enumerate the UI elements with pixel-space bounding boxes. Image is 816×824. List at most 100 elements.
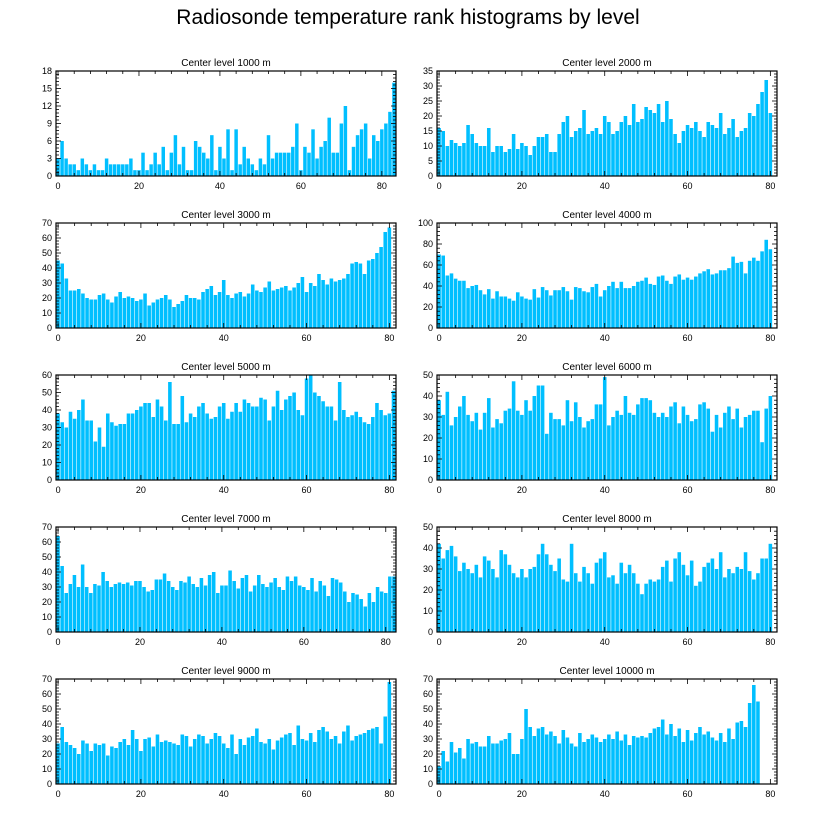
panel-4: Center level 4000 m 0 20 40 60 80 100 0 20 40 60 80 [418,210,778,343]
histogram-bar [528,410,532,480]
histogram-bar [702,137,706,176]
histogram-bar [623,573,628,632]
histogram-bar [515,577,520,632]
histogram-bar [673,736,677,784]
histogram-bar [557,558,561,632]
histogram-bar [723,134,727,176]
histogram-bar [631,104,636,176]
histogram-bar [383,415,388,480]
histogram-bar [254,170,259,176]
histogram-bar [68,164,72,176]
histogram-bar [594,128,599,176]
histogram-bar [176,424,180,480]
x-tick-label: 40 [600,181,610,191]
histogram-bar [602,290,607,328]
histogram-bar [177,164,182,176]
histogram-bar [110,302,114,328]
histogram-bar [300,739,305,784]
histogram-bar [615,131,619,176]
histogram-bar [540,727,545,784]
histogram-bar [652,581,657,632]
histogram-bar [648,110,653,176]
histogram-bar [760,558,764,632]
histogram-bar [677,143,682,176]
histogram-bar [735,722,740,784]
histogram-bar [387,682,392,784]
histogram-bar [660,275,665,328]
histogram-bar [242,296,247,328]
panel-title: Center level 9000 m [181,666,271,677]
histogram-bar [549,731,553,784]
histogram-bar [491,298,495,328]
histogram-bar [458,146,462,176]
x-tick-label: 0 [437,333,442,343]
histogram-bar [594,737,599,784]
histogram-bar [511,134,516,176]
y-tick-label: 10 [42,764,52,774]
y-tick-label: 0 [428,475,433,485]
histogram-bar [267,281,272,328]
histogram-bar [619,740,624,784]
histogram-bar [752,685,756,784]
histogram-bar [727,406,731,480]
x-tick-label: 40 [219,333,229,343]
y-tick-label: 10 [42,612,52,622]
histogram-bar [130,298,135,328]
histogram-bar [611,281,615,328]
histogram-bar [293,576,298,632]
histogram-bar [627,125,632,176]
histogram-bar [764,558,769,632]
histogram-bar [159,406,164,480]
histogram-bar [188,746,193,784]
histogram-bar [565,291,570,328]
histogram-bar [226,295,230,328]
histogram-bar [441,751,445,784]
histogram-bar [437,543,441,632]
histogram-bar [234,754,238,784]
histogram-bar [478,577,483,632]
histogram-bar [176,304,180,328]
histogram-bar [470,286,474,328]
histogram-bar [739,427,744,480]
histogram-bar [453,143,458,176]
y-tick-label: 5 [428,156,433,166]
histogram-bar [507,149,512,176]
x-tick-label: 60 [296,181,306,191]
histogram-bar [101,743,106,784]
histogram-bar [234,293,238,328]
histogram-bar [296,283,301,328]
y-tick-label: 70 [42,522,52,532]
histogram-bar [337,743,342,784]
histogram-bar [532,289,537,328]
histogram-bar [760,92,764,176]
histogram-bar [334,579,339,632]
histogram-bar [532,566,537,632]
x-tick-label: 40 [217,637,227,647]
histogram-bar [150,590,155,632]
histogram-bar [64,427,69,480]
histogram-bar [586,421,590,480]
histogram-bar [180,396,185,480]
x-tick-label: 60 [299,637,309,647]
histogram-bar [698,273,702,328]
histogram-bar [590,287,595,328]
histogram-bar [337,280,342,328]
histogram-bar [549,152,553,176]
histogram-bar [113,584,118,632]
histogram-bar [130,413,135,480]
histogram-bar [184,422,189,480]
histogram-bar [313,742,317,784]
histogram-bar [250,736,255,784]
histogram-bar [578,581,582,632]
histogram-bar [553,290,557,328]
histogram-bar [255,406,259,480]
histogram-bar [470,421,474,480]
histogram-bar [213,733,218,784]
histogram-bar [321,401,325,480]
figure-title: Radiosonde temperature rank histograms b… [176,6,640,29]
histogram-bar [337,382,342,480]
histogram-bar [89,299,93,328]
histogram-bar [166,581,171,632]
histogram-bar [93,584,97,632]
histogram-bar [289,581,294,632]
